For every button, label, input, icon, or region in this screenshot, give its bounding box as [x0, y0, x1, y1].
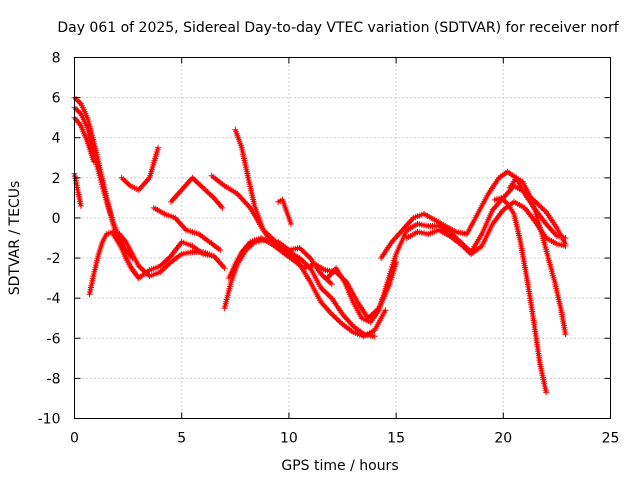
y-tick-label: 0	[52, 211, 61, 227]
plus-markers	[275, 196, 294, 227]
series-track-6	[110, 231, 217, 282]
y-tick-label: -8	[47, 371, 61, 387]
x-axis-label: GPS time / hours	[281, 458, 398, 474]
x-tick-label: 20	[494, 431, 512, 447]
series-track-7	[118, 144, 162, 193]
y-tick-label: -4	[47, 291, 61, 307]
data-series	[71, 94, 569, 396]
plot-frame	[74, 57, 611, 419]
plus-markers	[225, 235, 400, 322]
plus-markers	[491, 194, 550, 396]
series-track-19	[506, 174, 569, 338]
y-tick-label: 4	[52, 131, 61, 147]
plus-markers	[324, 182, 569, 326]
axis-ticks: 0 5 10 15 20 25 -10 -8 -6 -4 -2 0 2 4 6 8	[38, 51, 620, 447]
grid-lines	[74, 57, 611, 419]
y-tick-label: 8	[52, 51, 61, 67]
x-tick-label: 10	[280, 431, 298, 447]
series-track-13	[225, 235, 400, 322]
x-tick-label: 15	[387, 431, 405, 447]
y-tick-label: -10	[38, 412, 61, 428]
x-tick-label: 25	[602, 431, 620, 447]
series-trace	[227, 236, 398, 320]
plus-markers	[150, 204, 224, 253]
series-track-18	[491, 194, 550, 396]
y-tick-label: 2	[52, 171, 61, 187]
x-tick-label: 0	[70, 431, 79, 447]
plus-markers	[378, 168, 569, 262]
series-trace	[88, 230, 226, 295]
chart-title: Day 061 of 2025, Sidereal Day-to-day VTE…	[57, 20, 619, 36]
series-track-8	[150, 204, 224, 253]
x-tick-label: 5	[177, 431, 186, 447]
plus-markers	[208, 172, 335, 288]
series-track-3	[71, 114, 97, 165]
plus-markers	[110, 231, 217, 282]
plus-markers	[71, 170, 84, 209]
y-tick-label: -2	[47, 251, 61, 267]
series-track-4	[71, 170, 84, 209]
y-tick-label: -6	[47, 331, 61, 347]
series-track-10	[208, 172, 335, 288]
plus-markers	[118, 144, 162, 193]
plus-markers	[506, 174, 569, 338]
y-tick-label: 6	[52, 91, 61, 107]
series-track-9	[168, 174, 226, 211]
plus-markers	[168, 174, 226, 211]
y-axis-label: SDTVAR / TECUs	[7, 181, 23, 296]
series-track-14	[275, 196, 294, 227]
